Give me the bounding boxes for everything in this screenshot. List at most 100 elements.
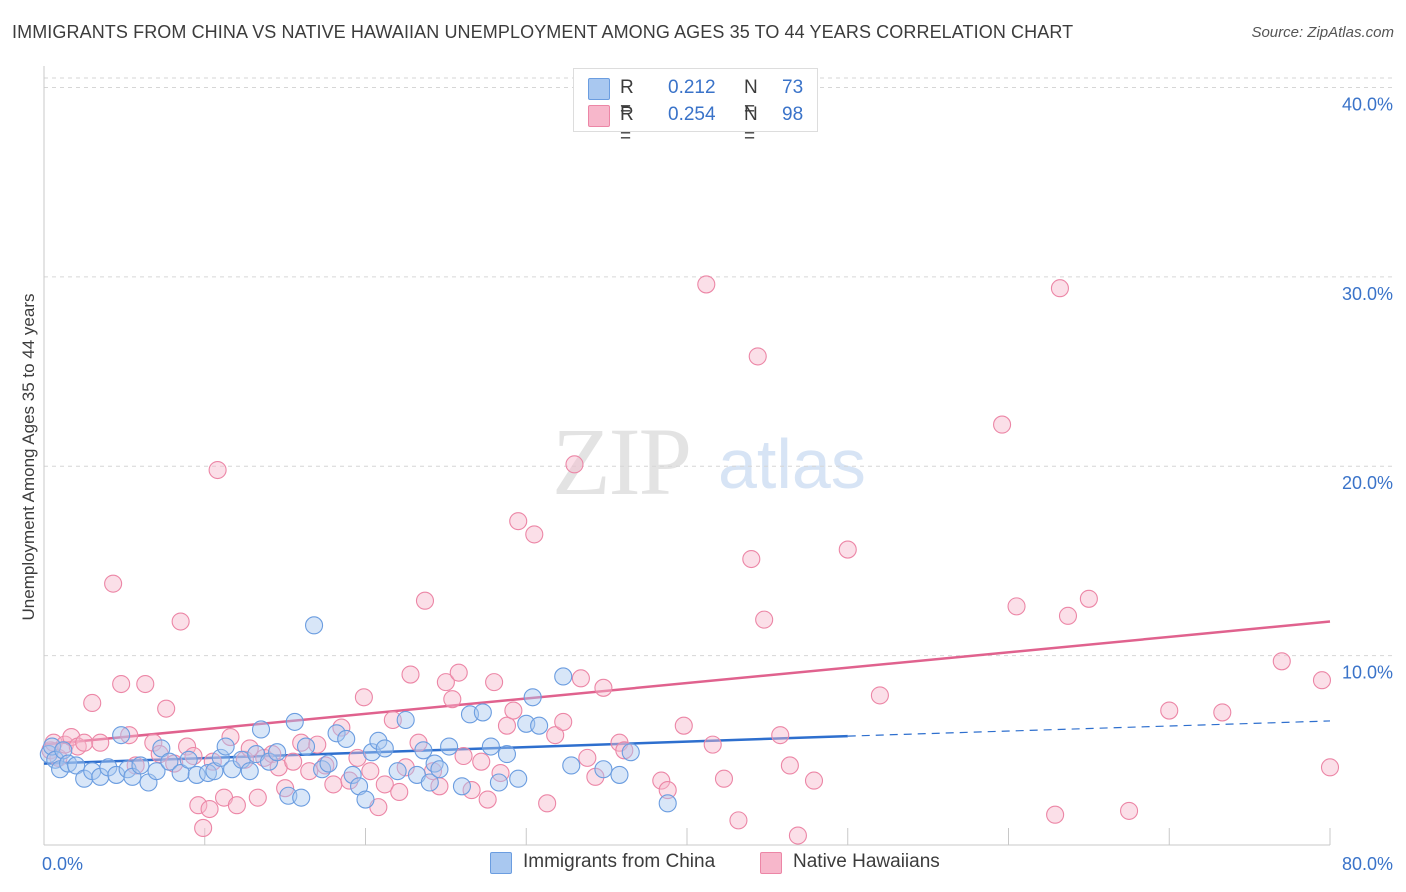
hawaiian-point — [171, 612, 190, 631]
hawaiian-point — [780, 756, 799, 775]
hawaiian-point — [189, 796, 208, 815]
hawaiian-point — [208, 460, 227, 480]
china-swatch — [490, 852, 512, 874]
hawaiian-point — [390, 782, 409, 802]
hawaiian-point — [248, 788, 267, 807]
hawaiian-point — [538, 794, 557, 813]
china-point — [216, 737, 235, 756]
china-point — [473, 703, 492, 722]
china-point — [240, 762, 259, 781]
hawaiian-point — [804, 771, 824, 790]
china-point — [594, 760, 613, 779]
china-point — [356, 790, 375, 809]
hawaiian-point — [755, 610, 774, 629]
china-point — [42, 737, 62, 756]
hawaiian-point — [1272, 652, 1291, 671]
china-point — [375, 739, 394, 758]
china-point — [223, 760, 242, 779]
hawaiian-point — [546, 726, 565, 745]
hawaiian-point — [354, 688, 373, 707]
china-point — [430, 760, 449, 779]
china-point — [523, 688, 542, 707]
watermark-atlas: atlas — [718, 425, 866, 503]
china-point — [160, 752, 179, 771]
china-point — [489, 773, 508, 792]
hawaiian-point — [571, 669, 590, 688]
y-axis-label: Unemployment Among Ages 35 to 44 years — [19, 294, 38, 621]
hawaiian-point — [324, 775, 343, 794]
chart-source: Source: ZipAtlas.com — [1251, 24, 1394, 41]
hawaiian-point — [136, 674, 155, 694]
hawaiian-point — [308, 735, 327, 754]
hawaiian-point — [443, 690, 462, 709]
china-point — [67, 756, 86, 775]
y-tick-label: 10.0% — [1342, 663, 1393, 683]
hawaiian-point — [340, 771, 359, 790]
hawaiian-point — [1312, 671, 1332, 690]
hawaiian-point — [652, 771, 671, 790]
hawaiian-point — [594, 678, 613, 697]
hawaiian-point — [83, 693, 102, 713]
china-point — [319, 754, 338, 773]
china-point — [420, 773, 439, 792]
hawaiian-point — [221, 728, 240, 747]
china-point — [425, 754, 444, 773]
hawaiian-point — [1050, 279, 1069, 298]
hawaiian-point — [112, 674, 131, 694]
hawaiian-point — [509, 512, 528, 531]
china-point — [211, 748, 230, 767]
hawaiian-point — [615, 741, 634, 760]
hawaiian-point — [1213, 703, 1232, 722]
y-tick-label: 20.0% — [1342, 473, 1393, 493]
china-point — [147, 762, 166, 781]
legend-n-label: N = — [744, 77, 758, 120]
axes — [43, 66, 1331, 846]
hawaiian-point — [401, 665, 420, 684]
china-point — [388, 762, 407, 781]
hawaiian-point — [178, 737, 197, 756]
hawaiian-point — [436, 673, 455, 692]
hawaiian-point — [565, 455, 584, 474]
legend-n-value: 73 — [782, 77, 804, 98]
china-point — [658, 794, 677, 813]
hawaiian-point — [714, 769, 734, 788]
hawaiian-point — [1058, 606, 1078, 625]
hawaiian-point — [748, 347, 767, 366]
hawaiian-point — [75, 733, 94, 752]
hawaiian-point — [200, 799, 219, 819]
hawaiian-point — [462, 781, 481, 800]
china-point — [198, 763, 218, 783]
china-point — [610, 765, 629, 784]
hawaiian-point — [485, 673, 504, 692]
china-point — [396, 710, 415, 730]
china-point — [268, 743, 287, 762]
china-point — [171, 763, 190, 783]
hawaiian-point — [91, 733, 110, 752]
chart-title: IMMIGRANTS FROM CHINA VS NATIVE HAWAIIAN… — [12, 22, 1074, 42]
correlation-legend: R = 0.212 N = 73 R = 0.254 N = 98 — [573, 68, 818, 147]
china-point — [562, 756, 581, 775]
hawaiian-point — [472, 752, 491, 771]
legend-r-value: 0.212 — [668, 77, 716, 98]
watermark-zip: ZIP — [552, 408, 690, 515]
china-point — [179, 750, 198, 769]
china-point — [251, 720, 271, 739]
hawaiian-point — [1007, 597, 1026, 616]
hawaiian-point — [1079, 589, 1098, 608]
hawaiian-point — [104, 574, 123, 593]
hawaiian-point — [504, 701, 523, 720]
hawaiian-point — [870, 686, 889, 705]
hawaiian-point — [454, 746, 473, 766]
hawaiian-point — [383, 710, 402, 730]
china-point — [305, 616, 324, 635]
china-point — [187, 765, 206, 784]
china-trend-extension — [847, 720, 1331, 737]
hawaiian-point — [554, 712, 573, 731]
hawaiian-point — [771, 726, 790, 745]
china-point — [107, 765, 126, 784]
china-point — [152, 739, 171, 758]
china-point — [554, 667, 573, 686]
hawaiian-point — [788, 826, 807, 845]
legend-n-label: N = — [744, 104, 758, 147]
legend-n-value: 98 — [782, 104, 804, 125]
